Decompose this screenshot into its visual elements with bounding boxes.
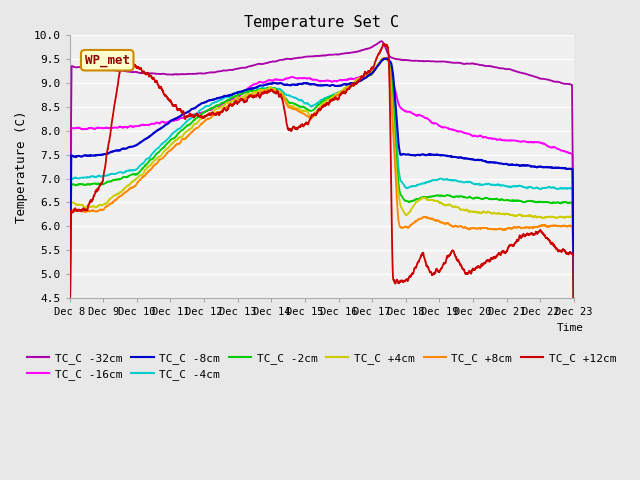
Title: Temperature Set C: Temperature Set C [244,15,399,30]
Text: WP_met: WP_met [84,54,130,67]
Y-axis label: Temperature (C): Temperature (C) [15,110,28,223]
X-axis label: Time: Time [557,323,584,333]
Legend: TC_C -32cm, TC_C -16cm, TC_C -8cm, TC_C -4cm, TC_C -2cm, TC_C +4cm, TC_C +8cm, T: TC_C -32cm, TC_C -16cm, TC_C -8cm, TC_C … [23,348,621,384]
